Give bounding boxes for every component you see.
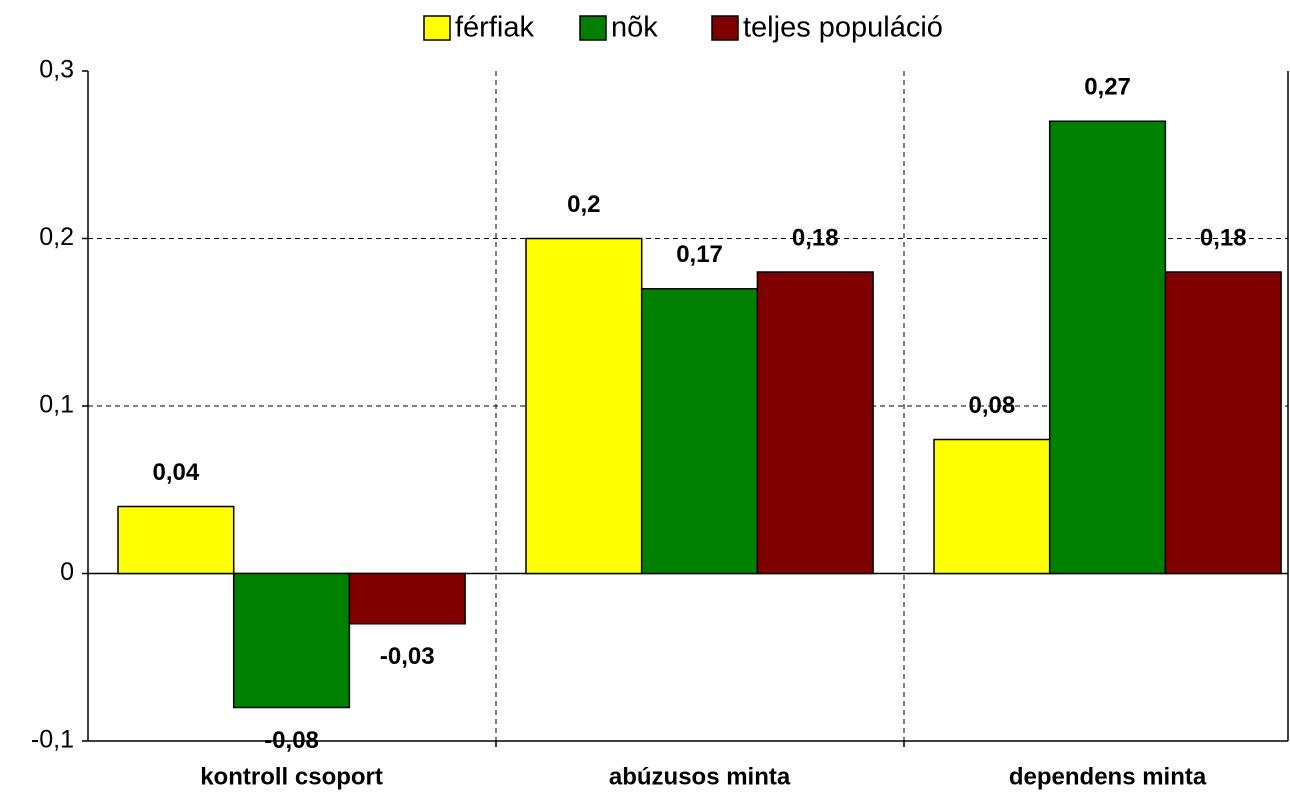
value-label: -0,08 [264, 727, 319, 754]
value-label: 0,17 [676, 241, 723, 268]
legend-swatch [711, 15, 739, 41]
legend-swatch [579, 15, 607, 41]
bar [756, 271, 874, 575]
legend-label: teljes populáció [743, 12, 943, 44]
value-label: -0,03 [380, 643, 435, 670]
x-tick-label: kontroll csoport [200, 763, 383, 790]
y-tick-label: 0 [60, 558, 74, 586]
y-tick-label: -0,1 [31, 726, 74, 754]
y-tick-label: 0,3 [39, 56, 74, 84]
legend-swatch [423, 15, 451, 41]
bar [1048, 120, 1167, 575]
x-tick-label: dependens minta [1009, 763, 1207, 790]
legend-label: férfiak [455, 12, 534, 44]
bar [525, 237, 643, 575]
value-label: 0,08 [968, 392, 1015, 419]
value-label: 0,18 [792, 224, 839, 251]
bar [640, 288, 759, 575]
value-label: 0,18 [1200, 224, 1247, 251]
value-label: 0,04 [152, 459, 199, 486]
value-label: 0,2 [567, 191, 600, 218]
y-tick-label: 0,2 [39, 223, 74, 251]
bar [348, 572, 466, 625]
bar [232, 572, 351, 709]
legend-label: nõk [611, 12, 658, 44]
bar [1164, 271, 1282, 575]
bar [933, 438, 1051, 575]
value-label: 0,27 [1084, 74, 1131, 101]
x-tick-label: abúzusos minta [609, 763, 791, 790]
y-tick-label: 0,1 [39, 391, 74, 419]
bar [117, 505, 235, 575]
